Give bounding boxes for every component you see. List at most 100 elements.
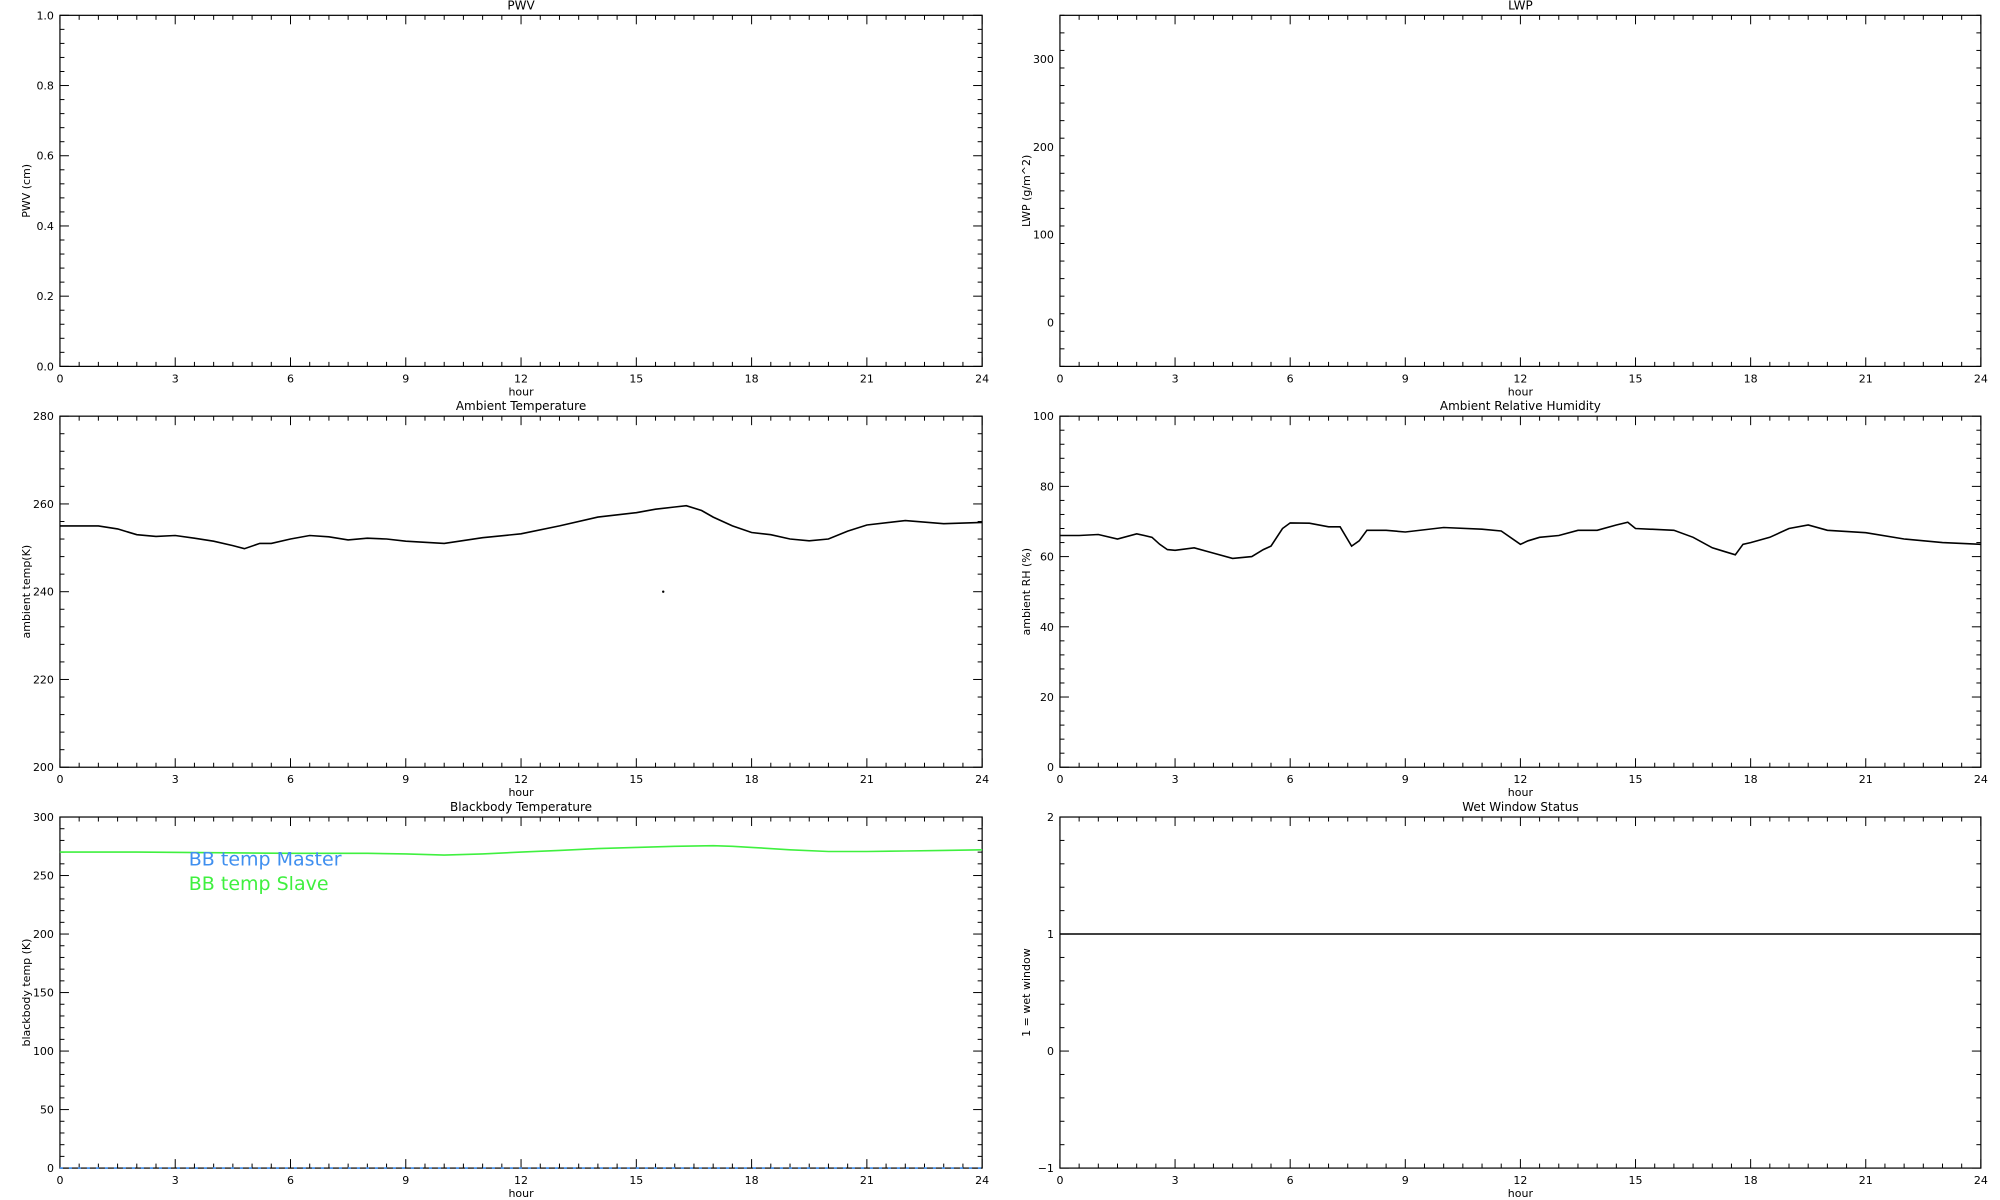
x-tick-label: 3 xyxy=(172,773,179,786)
x-tick-label: 21 xyxy=(1859,1174,1873,1187)
y-tick-label: 1 xyxy=(1047,928,1054,941)
x-tick-label: 15 xyxy=(629,773,643,786)
y-tick-label: 100 xyxy=(1033,410,1054,423)
x-tick-label: 24 xyxy=(1974,773,1988,786)
x-tick-label: 3 xyxy=(1172,1174,1179,1187)
y-tick-label: 200 xyxy=(33,928,54,941)
chart-title: Blackbody Temperature xyxy=(450,800,592,814)
x-tick-label: 12 xyxy=(1513,773,1527,786)
x-tick-label: 21 xyxy=(860,773,874,786)
chart-title: Ambient Temperature xyxy=(456,399,586,413)
x-tick-label: 9 xyxy=(402,773,409,786)
x-axis-label: hour xyxy=(1508,1187,1534,1200)
x-tick-label: 0 xyxy=(1056,372,1063,385)
x-tick-label: 24 xyxy=(975,1174,989,1187)
x-tick-label: 15 xyxy=(1629,1174,1643,1187)
y-tick-label: 150 xyxy=(33,987,54,1000)
x-tick-label: 18 xyxy=(1744,1174,1758,1187)
x-tick-label: 12 xyxy=(514,372,528,385)
y-tick-label: 20 xyxy=(1040,691,1054,704)
chart-title: Ambient Relative Humidity xyxy=(1440,399,1601,413)
x-tick-label: 6 xyxy=(287,773,294,786)
chart-title: Wet Window Status xyxy=(1462,800,1578,814)
legend-entry: BB temp Slave xyxy=(189,873,329,895)
y-tick-label: 1.0 xyxy=(36,9,54,22)
y-axis-label: blackbody temp (K) xyxy=(20,939,33,1047)
x-tick-label: 9 xyxy=(402,372,409,385)
x-tick-label: 15 xyxy=(629,1174,643,1187)
y-tick-label: 260 xyxy=(33,498,54,511)
y-tick-label: 100 xyxy=(33,1045,54,1058)
x-tick-label: 18 xyxy=(1744,773,1758,786)
chart-lwp: 0 3 6 9 12 15 18 21 24 0 100 200 300 LWP hour LWP (g/m^… xyxy=(1020,0,1988,398)
y-axis-label: LWP (g/m^2) xyxy=(1020,155,1033,227)
legend-entry: BB temp Master xyxy=(189,849,342,871)
x-axis-label: hour xyxy=(1508,786,1534,799)
x-tick-label: 18 xyxy=(745,773,759,786)
x-tick-label: 21 xyxy=(1859,372,1873,385)
x-tick-label: 6 xyxy=(287,1174,294,1187)
y-tick-label: 0.4 xyxy=(36,220,54,233)
y-tick-label: 300 xyxy=(1033,53,1054,66)
y-axis-label: ambient RH (%) xyxy=(1020,548,1033,636)
plot-frame xyxy=(1059,14,1982,367)
x-tick-label: 24 xyxy=(975,773,989,786)
x-tick-label: 24 xyxy=(1974,372,1988,385)
plot-frame xyxy=(59,14,983,367)
x-tick-label: 6 xyxy=(1287,1174,1294,1187)
series-line-0 xyxy=(1059,521,1981,560)
plot-frame xyxy=(59,415,983,768)
y-tick-label: 0 xyxy=(1047,1045,1054,1058)
y-tick-label: 2 xyxy=(1047,811,1054,824)
chart-title: LWP xyxy=(1508,0,1533,12)
x-tick-label: 12 xyxy=(514,773,528,786)
y-tick-label: 0 xyxy=(1047,761,1054,774)
x-tick-label: 0 xyxy=(1056,1174,1063,1187)
x-tick-label: 18 xyxy=(745,1174,759,1187)
x-tick-label: 3 xyxy=(1172,372,1179,385)
x-tick-label: 0 xyxy=(56,773,63,786)
y-tick-label: 100 xyxy=(1033,229,1054,242)
y-tick-label: 240 xyxy=(33,586,54,599)
x-tick-label: 9 xyxy=(1402,773,1409,786)
plot-frame xyxy=(1059,415,1982,768)
y-axis-label: ambient temp(K) xyxy=(20,545,33,639)
x-tick-label: 0 xyxy=(1056,773,1063,786)
x-tick-label: 0 xyxy=(56,1174,63,1187)
y-tick-label: 80 xyxy=(1040,480,1054,493)
x-tick-label: 3 xyxy=(172,1174,179,1187)
y-tick-label: 60 xyxy=(1040,551,1054,564)
x-tick-label: 24 xyxy=(1974,1174,1988,1187)
series-line-1 xyxy=(59,844,983,856)
x-tick-label: 6 xyxy=(1287,372,1294,385)
y-tick-label: −1 xyxy=(1038,1162,1054,1175)
x-tick-label: 9 xyxy=(402,1174,409,1187)
x-axis-label: hour xyxy=(508,1187,534,1200)
chart-title: PWV xyxy=(507,0,535,12)
x-tick-label: 6 xyxy=(287,372,294,385)
y-tick-label: 250 xyxy=(33,870,54,883)
x-tick-label: 18 xyxy=(1744,372,1758,385)
x-tick-label: 18 xyxy=(745,372,759,385)
x-tick-label: 9 xyxy=(1402,1174,1409,1187)
x-tick-label: 15 xyxy=(629,372,643,385)
series-line-0 xyxy=(59,504,983,550)
y-tick-label: 300 xyxy=(33,811,54,824)
data-point xyxy=(662,590,665,593)
x-axis-label: hour xyxy=(508,385,534,398)
x-tick-label: 6 xyxy=(1287,773,1294,786)
x-tick-label: 15 xyxy=(1629,372,1643,385)
x-tick-label: 12 xyxy=(514,1174,528,1187)
y-tick-label: 220 xyxy=(33,673,54,686)
x-tick-label: 12 xyxy=(1513,1174,1527,1187)
y-tick-label: 0 xyxy=(47,1162,54,1175)
y-tick-label: 0.2 xyxy=(36,290,54,303)
x-tick-label: 3 xyxy=(1172,773,1179,786)
y-tick-label: 50 xyxy=(40,1104,54,1117)
y-axis-label: PWV (cm) xyxy=(20,164,33,218)
y-axis-label: 1 = wet window xyxy=(1020,948,1033,1037)
x-tick-label: 21 xyxy=(860,1174,874,1187)
y-tick-label: 0.8 xyxy=(36,80,54,93)
